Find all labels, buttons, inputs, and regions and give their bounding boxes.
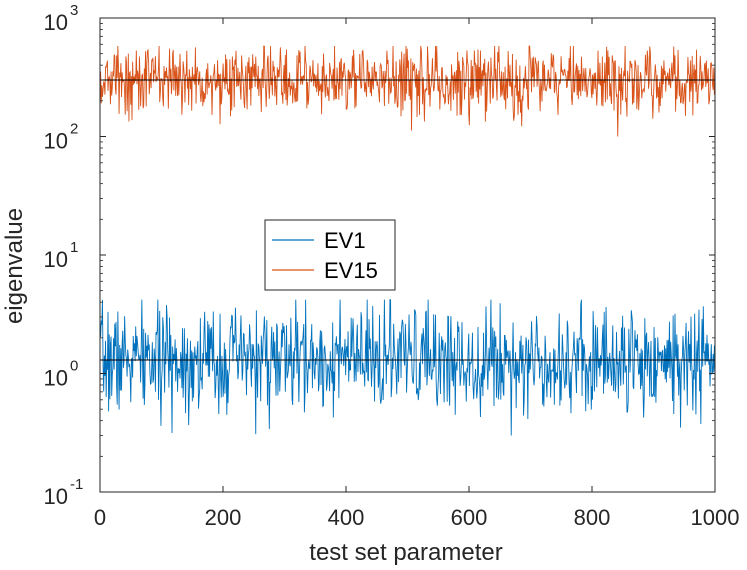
y-tick-label: 10 <box>44 10 68 35</box>
y-tick-exponent: 1 <box>70 239 78 256</box>
y-tick-label: 10 <box>44 484 68 509</box>
legend-label-ev15: EV15 <box>324 258 378 283</box>
y-tick-label: 10 <box>44 366 68 391</box>
x-tick-label: 0 <box>94 505 106 530</box>
legend-label-ev1: EV1 <box>324 228 366 253</box>
reference-lines <box>100 79 715 361</box>
series-layer <box>99 45 716 436</box>
y-tick-exponent: 2 <box>70 121 78 138</box>
legend-box <box>264 219 396 291</box>
series-line-ev15 <box>99 45 716 137</box>
y-tick-exponent: 0 <box>70 358 78 375</box>
x-tick-label: 800 <box>574 505 611 530</box>
x-axis-label: test set parameter <box>309 539 502 566</box>
y-axis-label: eigenvalue <box>1 208 28 324</box>
y-tick-label: 10 <box>44 129 68 154</box>
x-tick-label: 600 <box>451 505 488 530</box>
x-tick-label: 1000 <box>691 505 740 530</box>
x-tick-label: 200 <box>205 505 242 530</box>
y-tick-exponent: 3 <box>70 2 78 19</box>
y-tick-exponent: -1 <box>70 476 83 493</box>
legend: EV1 EV15 <box>264 219 396 291</box>
series-line-ev1 <box>99 299 716 436</box>
y-tick-label: 10 <box>44 247 68 272</box>
x-tick-label: 400 <box>328 505 365 530</box>
